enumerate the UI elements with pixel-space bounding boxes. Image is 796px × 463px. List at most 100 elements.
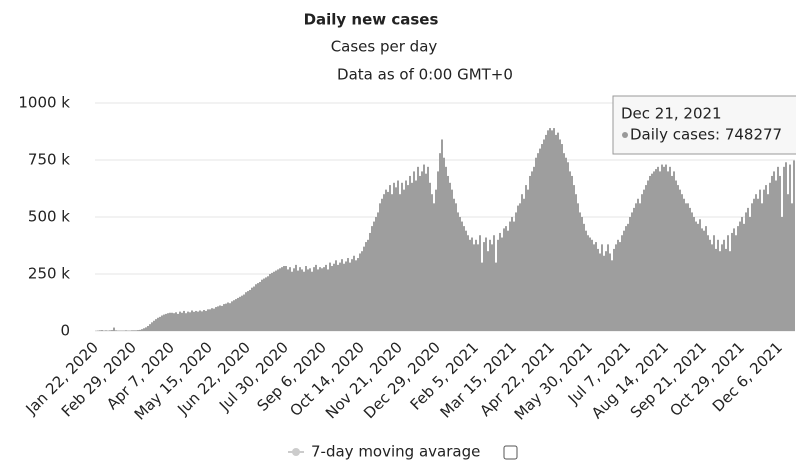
bar [631, 212, 633, 331]
bar [219, 305, 221, 331]
bar [403, 189, 405, 331]
bar [131, 330, 133, 331]
bar [569, 171, 571, 331]
bar [257, 283, 259, 331]
bar [521, 194, 523, 331]
bar [751, 203, 753, 331]
bar [753, 198, 755, 331]
y-tick-label: 500 k [28, 208, 70, 226]
bar [411, 182, 413, 331]
bar [791, 203, 793, 331]
bar [415, 180, 417, 331]
bar [105, 330, 107, 331]
bar [499, 232, 501, 331]
bar [401, 182, 403, 331]
bar [113, 327, 115, 331]
bar [711, 244, 713, 331]
bar [761, 203, 763, 331]
bar [357, 258, 359, 331]
bar [589, 237, 591, 331]
bar [187, 311, 189, 331]
bar [553, 128, 555, 331]
bar [687, 203, 689, 331]
bar [185, 313, 187, 331]
bar [633, 207, 635, 331]
bar [541, 144, 543, 331]
bar [763, 189, 765, 331]
bar [657, 166, 659, 331]
bar [471, 237, 473, 331]
bar [369, 232, 371, 331]
bar [731, 232, 733, 331]
bar [125, 330, 127, 331]
bar [287, 269, 289, 331]
bar [179, 311, 181, 331]
bar [385, 189, 387, 331]
bar [573, 185, 575, 331]
bar [741, 217, 743, 331]
bar [561, 144, 563, 331]
bar [621, 235, 623, 331]
bar [577, 203, 579, 331]
bar [533, 166, 535, 331]
bar [467, 235, 469, 331]
bar [439, 153, 441, 331]
bar [697, 223, 699, 331]
bar [557, 132, 559, 331]
bar [617, 239, 619, 331]
bar [143, 328, 145, 331]
bar [583, 223, 585, 331]
bar [517, 205, 519, 331]
bar [483, 242, 485, 331]
bar [203, 310, 205, 331]
bar [425, 173, 427, 331]
bar [435, 189, 437, 331]
bar [213, 308, 215, 331]
bar [239, 296, 241, 331]
bar [473, 244, 475, 331]
bar [615, 244, 617, 331]
bar [409, 175, 411, 331]
bar [745, 212, 747, 331]
bar [679, 189, 681, 331]
bar [407, 185, 409, 331]
bar [349, 262, 351, 331]
bar [623, 230, 625, 331]
bar [781, 217, 783, 331]
y-tick-label: 750 k [28, 151, 70, 169]
bar [309, 268, 311, 331]
bar [361, 251, 363, 331]
bar [317, 269, 319, 331]
bar [363, 246, 365, 331]
bar [199, 310, 201, 331]
bar [141, 329, 143, 331]
tooltip: Dec 21, 2021 Daily cases: 748277 [612, 95, 796, 155]
bar [193, 311, 195, 331]
bar [637, 198, 639, 331]
bar [449, 182, 451, 331]
bar [429, 182, 431, 331]
bar [443, 157, 445, 331]
bar [525, 185, 527, 331]
bar [305, 266, 307, 331]
bar [595, 242, 597, 331]
bar [639, 203, 641, 331]
legend-checkbox[interactable] [503, 445, 518, 460]
bar [399, 194, 401, 331]
bar [283, 266, 285, 331]
bar [671, 175, 673, 331]
legend-text[interactable]: 7-day moving avarage [311, 443, 480, 461]
bar [419, 175, 421, 331]
bar [677, 185, 679, 331]
bar [191, 310, 193, 331]
bar [391, 194, 393, 331]
bar [383, 194, 385, 331]
bar [311, 271, 313, 331]
legend[interactable]: 7-day moving avarage [288, 443, 518, 461]
bar [163, 314, 165, 331]
bar [607, 244, 609, 331]
bar [285, 266, 287, 331]
bar [497, 239, 499, 331]
bar [161, 315, 163, 331]
bar [249, 289, 251, 331]
